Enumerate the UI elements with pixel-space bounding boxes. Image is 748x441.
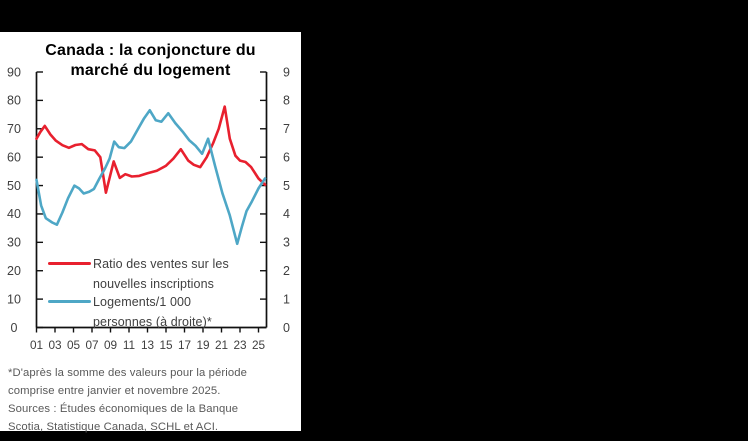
y-right-tick-label: 5 <box>283 179 290 193</box>
y-left-tick-label: 20 <box>7 264 21 278</box>
legend-label-logements-line2: personnes (à droite)* <box>93 315 212 329</box>
y-right-tick-label: 2 <box>283 264 290 278</box>
footnote-line3: Sources : Études économiques de la Banqu… <box>8 403 239 415</box>
y-left-tick-label: 30 <box>7 236 21 250</box>
y-left-tick-label: 70 <box>7 122 21 136</box>
legend-swatch-logements-line <box>48 300 91 304</box>
x-axis-tick-label: 19 <box>196 338 209 352</box>
x-axis-tick-label: 17 <box>178 338 191 352</box>
chart-title-line1: Canada : la conjoncture du <box>45 42 256 59</box>
y-right-tick-label: 9 <box>283 65 290 79</box>
y-left-tick-label: 60 <box>7 150 21 164</box>
x-axis-tick-label: 05 <box>67 338 81 352</box>
y-right-tick-label: 0 <box>283 321 290 335</box>
series-logements-line <box>35 109 267 246</box>
y-right-tick-label: 4 <box>283 207 290 221</box>
footnote-line4: Scotia, Statistique Canada, SCHL et ACI. <box>8 421 219 433</box>
chart-title: Canada : la conjoncture du marché du log… <box>0 41 301 81</box>
chart-panel: Canada : la conjoncture du marché du log… <box>0 32 301 433</box>
legend-label-ratio-line2: nouvelles inscriptions <box>93 277 215 291</box>
x-axis-tick-label: 07 <box>85 338 98 352</box>
x-axis-tick-label: 03 <box>48 338 62 352</box>
legend-label-ratio-line1: Ratio des ventes sur les <box>93 257 229 271</box>
y-right-tick-label: 3 <box>283 236 290 250</box>
y-right-tick-label: 6 <box>283 150 290 164</box>
footnote-line2: comprise entre janvier et novembre 2025. <box>8 385 221 397</box>
y-left-tick-label: 40 <box>7 207 21 221</box>
y-right-tick-label: 7 <box>283 122 290 136</box>
legend-swatch-ratio-line <box>48 262 91 266</box>
x-axis-tick-label: 21 <box>215 338 228 352</box>
legend-label-ratio: Ratio des ventes sur les nouvelles inscr… <box>93 254 229 294</box>
chart-axes <box>35 72 268 329</box>
footnote-line1: *D'après la somme des valeurs pour la pé… <box>8 367 247 379</box>
y-left-tick-label: 10 <box>7 292 21 306</box>
legend-label-logements-line1: Logements/1 000 <box>93 295 192 309</box>
series-ratio-ventes-line <box>35 105 267 194</box>
x-axis-tick-label: 09 <box>104 338 117 352</box>
footnote: *D'après la somme des valeurs pour la pé… <box>8 364 298 436</box>
x-axis-tick-label: 11 <box>123 338 135 352</box>
y-right-tick-label: 1 <box>283 292 290 306</box>
y-left-tick-label: 80 <box>7 94 21 108</box>
x-axis-tick-label: 23 <box>233 338 247 352</box>
legend-label-logements: Logements/1 000 personnes (à droite)* <box>93 292 212 332</box>
y-left-tick-label: 90 <box>7 65 21 79</box>
y-left-tick-label: 0 <box>11 321 18 335</box>
x-axis-tick-label: 01 <box>30 338 43 352</box>
x-axis-tick-label: 15 <box>159 338 173 352</box>
x-axis-tick-label: 25 <box>252 338 266 352</box>
y-right-tick-label: 8 <box>283 94 290 108</box>
y-left-tick-label: 50 <box>7 179 21 193</box>
x-axis-tick-label: 13 <box>141 338 155 352</box>
chart-title-line2: marché du logement <box>70 62 231 79</box>
